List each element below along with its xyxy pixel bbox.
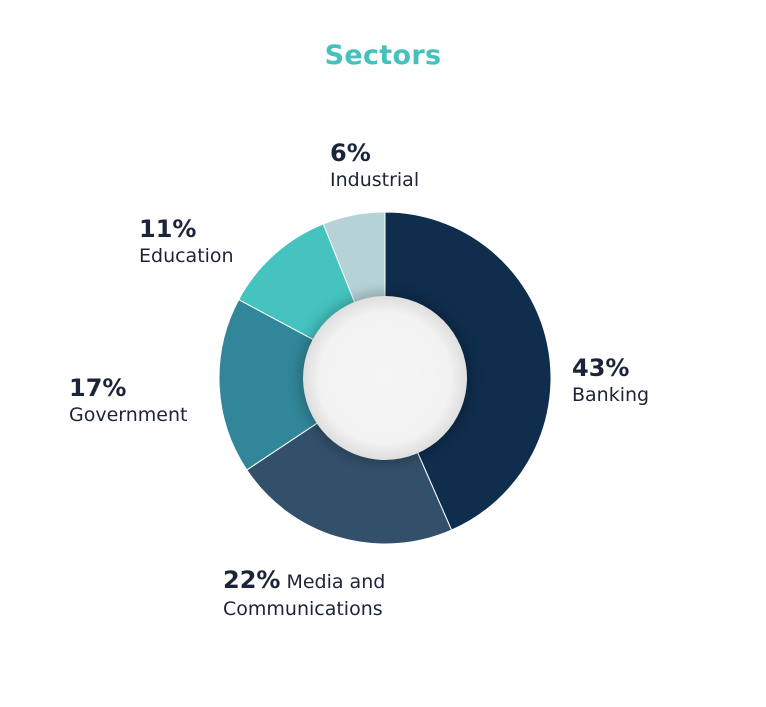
donut-hole [303,296,467,460]
label-industrial: 6% Industrial [330,139,419,193]
label-government: 17% Government [69,374,188,428]
label-education-value: 11% [139,215,197,243]
label-education-name: Education [139,245,234,267]
label-education: 11% Education [139,215,234,269]
label-banking: 43% Banking [572,354,649,408]
label-media: 22% Media and Communications [223,566,385,622]
label-industrial-name: Industrial [330,169,420,191]
label-government-value: 17% [69,374,127,402]
label-banking-name: Banking [572,384,650,406]
chart-title: Sectors [324,40,442,71]
label-government-name: Government [69,404,188,426]
label-banking-value: 43% [572,354,630,382]
label-media-name-line2: Communications [223,598,383,620]
label-industrial-value: 6% [330,139,371,167]
label-media-value: 22% [223,566,281,594]
label-media-name-line1: Media and [286,571,386,593]
